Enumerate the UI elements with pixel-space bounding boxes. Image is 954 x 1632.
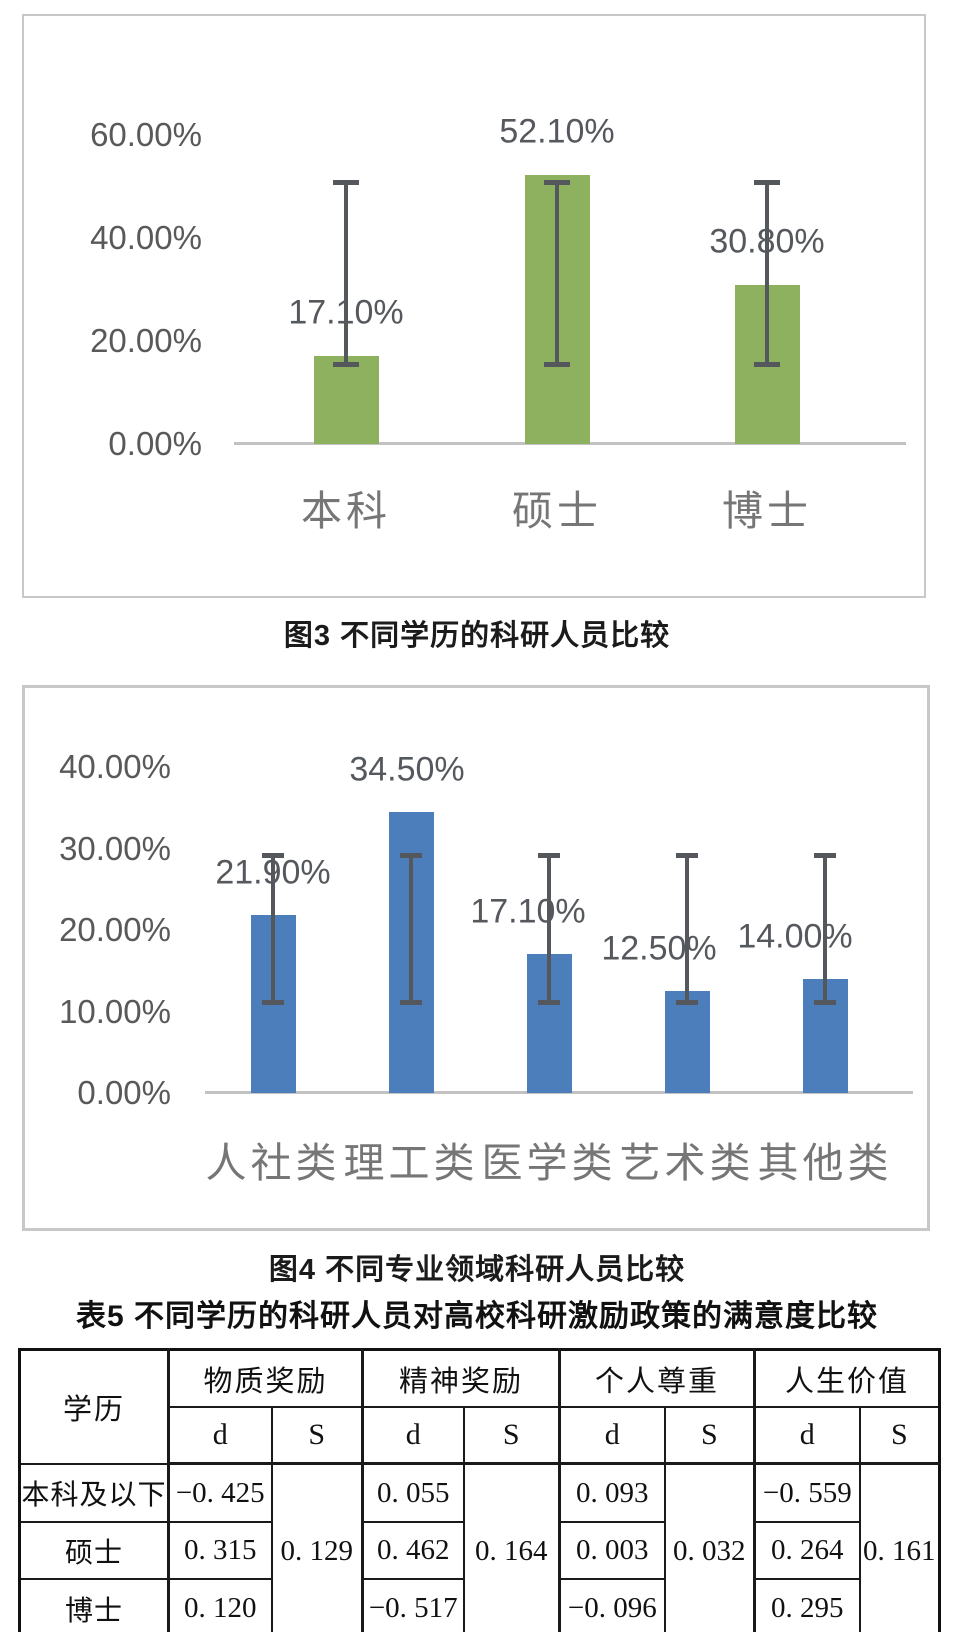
subheader-s: S <box>663 1406 756 1465</box>
cell-s-merged: 0. 161 <box>858 1462 941 1632</box>
y-axis-tick-label: 60.00% <box>90 115 202 153</box>
cell-s-merged: 0. 129 <box>270 1462 364 1632</box>
bar-艺术类 <box>664 991 710 1093</box>
cell-d: −0. 559 <box>753 1462 861 1523</box>
data-label: 12.50% <box>601 929 717 968</box>
cell-d: 0. 462 <box>361 1521 465 1580</box>
category-label: 人社类 <box>205 1140 341 1186</box>
y-axis-tick-label: 0.00% <box>77 1074 171 1111</box>
cell-d: 0. 003 <box>558 1521 666 1580</box>
subheader-d: d <box>753 1406 861 1465</box>
category-label: 艺术类 <box>619 1140 755 1186</box>
figure4-bar-chart: 40.00% 30.00% 20.00% 10.00% 0.00% 21.90% 人社类 34… <box>22 685 930 1231</box>
category-label: 本科 <box>301 488 391 534</box>
cell-d: −0. 425 <box>167 1462 273 1523</box>
error-bar-stem <box>823 855 827 1002</box>
cell-s-merged: 0. 032 <box>663 1462 756 1632</box>
data-label: 17.10% <box>288 293 404 332</box>
subheader-d: d <box>167 1406 273 1465</box>
error-bar-bottom-cap <box>754 362 780 368</box>
y-axis-tick-label: 0.00% <box>108 425 202 462</box>
group-header: 精神奖励 <box>361 1348 561 1408</box>
table5-title: 表5 不同学历的科研人员对高校科研激励政策的满意度比较 <box>75 1300 879 1333</box>
cell-d: 0. 264 <box>753 1521 861 1580</box>
error-bar-stem <box>765 181 769 365</box>
error-bar-top-cap <box>676 853 698 859</box>
y-axis-tick-label: 10.00% <box>59 992 171 1030</box>
subheader-s: S <box>858 1406 941 1465</box>
error-bar-stem <box>409 855 413 1002</box>
table-row: 本科及以下 −0. 425 0. 129 0. 055 0. 164 0. 09… <box>18 1462 941 1632</box>
error-bar-bottom-cap <box>400 999 422 1005</box>
error-bar-stem <box>685 855 689 1002</box>
cell-d: 0. 093 <box>558 1462 666 1523</box>
y-axis-tick-label: 40.00% <box>90 218 202 256</box>
error-bar-bottom-cap <box>538 999 560 1005</box>
error-bar-bottom-cap <box>544 362 570 368</box>
subheader-s: S <box>462 1406 561 1465</box>
error-bar-top-cap <box>262 853 284 859</box>
error-bar-top-cap <box>400 853 422 859</box>
y-axis-tick-label: 20.00% <box>59 911 171 948</box>
error-bar-stem <box>547 855 551 1002</box>
subheader-d: d <box>361 1406 465 1465</box>
table5-satisfaction-table: 学历 物质奖励 精神奖励 个人尊重 人生价值 d S d S d S d S 本… <box>18 1348 942 1632</box>
cell-d: 0. 295 <box>753 1578 861 1632</box>
cell-s-merged: 0. 164 <box>462 1462 561 1632</box>
error-bar-top-cap <box>538 853 560 859</box>
error-bar-bottom-cap <box>333 362 359 368</box>
error-bar-top-cap <box>544 179 570 185</box>
y-axis-tick-label: 30.00% <box>59 829 171 867</box>
cell-d: −0. 096 <box>558 1578 666 1632</box>
category-label: 医学类 <box>481 1140 617 1186</box>
error-bar-stem <box>555 181 559 365</box>
data-label: 21.90% <box>215 853 331 891</box>
subheader-s: S <box>270 1406 364 1465</box>
data-label: 17.10% <box>470 892 586 931</box>
cell-d: 0. 315 <box>167 1521 273 1580</box>
bar-本科 <box>313 355 379 444</box>
category-label: 其他类 <box>757 1140 893 1186</box>
category-label: 博士 <box>722 488 812 534</box>
figure3-bar-chart: 60.00% 40.00% 20.00% 0.00% 17.10% 本科 52.10% 硕士 3… <box>22 14 926 598</box>
y-axis-tick-label: 40.00% <box>59 748 171 785</box>
error-bar-top-cap <box>814 853 836 859</box>
cell-d: 0. 120 <box>167 1578 273 1632</box>
subheader-d: d <box>558 1406 666 1465</box>
error-bar-stem <box>271 855 275 1002</box>
y-axis-tick-label: 20.00% <box>90 321 202 359</box>
error-bar-bottom-cap <box>676 999 698 1005</box>
group-header: 个人尊重 <box>558 1348 756 1408</box>
error-bar-top-cap <box>754 179 780 185</box>
table-row: 博士 0. 120 −0. 517 −0. 096 0. 295 <box>18 1578 940 1632</box>
figure3-caption: 图3 不同学历的科研人员比较 <box>283 620 671 652</box>
row-label: 硕士 <box>18 1521 170 1580</box>
error-bar-bottom-cap <box>262 999 284 1005</box>
corner-header: 学历 <box>18 1348 170 1465</box>
group-header: 人生价值 <box>753 1348 941 1408</box>
figure4-caption: 图4 不同专业领域科研人员比较 <box>268 1254 686 1286</box>
cell-d: −0. 517 <box>361 1578 465 1632</box>
data-label: 52.10% <box>499 112 615 151</box>
data-label: 34.50% <box>349 750 465 789</box>
row-label: 博士 <box>18 1578 170 1632</box>
data-label: 14.00% <box>737 917 853 956</box>
error-bar-top-cap <box>333 179 359 185</box>
error-bar-bottom-cap <box>814 999 836 1005</box>
group-header: 物质奖励 <box>166 1348 364 1408</box>
row-label: 本科及以下 <box>18 1462 170 1523</box>
table-row: 硕士 0. 315 0. 462 0. 003 0. 264 <box>18 1521 940 1580</box>
error-bar-stem <box>344 181 348 365</box>
cell-d: 0. 055 <box>361 1462 465 1523</box>
category-label: 理工类 <box>343 1140 479 1186</box>
category-label: 硕士 <box>512 488 602 534</box>
data-label: 30.80% <box>709 222 825 261</box>
